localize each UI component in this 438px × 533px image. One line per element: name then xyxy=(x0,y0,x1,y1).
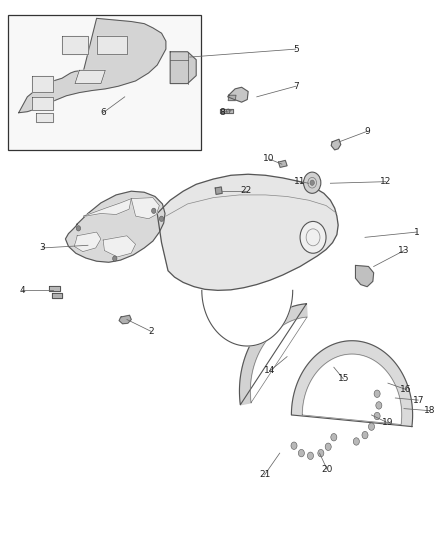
Polygon shape xyxy=(215,187,222,195)
Text: 4: 4 xyxy=(19,286,25,295)
Text: 11: 11 xyxy=(294,177,306,186)
Polygon shape xyxy=(202,290,293,346)
Polygon shape xyxy=(131,198,159,219)
Circle shape xyxy=(291,442,297,449)
Polygon shape xyxy=(240,304,307,405)
Circle shape xyxy=(325,443,331,450)
Text: 19: 19 xyxy=(382,418,394,427)
Circle shape xyxy=(113,256,117,261)
Polygon shape xyxy=(97,36,127,54)
Polygon shape xyxy=(221,109,225,114)
Circle shape xyxy=(310,180,314,185)
Polygon shape xyxy=(19,18,166,113)
Polygon shape xyxy=(103,236,136,257)
Polygon shape xyxy=(32,97,53,110)
Polygon shape xyxy=(220,109,233,113)
Circle shape xyxy=(300,221,326,253)
Text: 3: 3 xyxy=(39,244,46,253)
Circle shape xyxy=(304,172,321,193)
Circle shape xyxy=(362,431,368,439)
Polygon shape xyxy=(74,232,101,252)
Circle shape xyxy=(376,402,382,409)
Polygon shape xyxy=(53,293,62,298)
Text: 9: 9 xyxy=(364,127,370,136)
Polygon shape xyxy=(291,341,413,426)
Polygon shape xyxy=(356,265,374,287)
Polygon shape xyxy=(75,70,105,84)
Text: 22: 22 xyxy=(240,186,251,195)
Text: 10: 10 xyxy=(263,155,275,164)
Text: 21: 21 xyxy=(259,471,270,479)
Text: 6: 6 xyxy=(100,108,106,117)
Text: 5: 5 xyxy=(293,45,299,54)
Text: 13: 13 xyxy=(398,246,410,255)
Circle shape xyxy=(318,449,324,457)
Circle shape xyxy=(374,390,380,398)
Polygon shape xyxy=(49,286,60,292)
Polygon shape xyxy=(228,87,248,102)
Polygon shape xyxy=(119,316,131,324)
Polygon shape xyxy=(157,174,338,290)
Text: 8: 8 xyxy=(219,108,225,117)
Circle shape xyxy=(76,225,81,231)
Text: 12: 12 xyxy=(380,177,392,186)
Text: 7: 7 xyxy=(293,82,299,91)
Circle shape xyxy=(159,216,164,221)
Circle shape xyxy=(152,208,156,214)
Polygon shape xyxy=(226,109,230,114)
Polygon shape xyxy=(32,76,53,92)
Polygon shape xyxy=(170,52,196,84)
Text: 20: 20 xyxy=(321,465,332,473)
Polygon shape xyxy=(331,139,341,150)
Text: 15: 15 xyxy=(338,374,349,383)
Text: 17: 17 xyxy=(413,395,424,405)
Polygon shape xyxy=(228,95,236,101)
Circle shape xyxy=(353,438,359,445)
Polygon shape xyxy=(36,113,53,122)
Circle shape xyxy=(374,413,380,419)
Circle shape xyxy=(331,433,337,441)
Circle shape xyxy=(368,423,374,430)
Polygon shape xyxy=(84,199,131,216)
Circle shape xyxy=(298,449,304,457)
Text: 18: 18 xyxy=(424,406,436,415)
Text: 14: 14 xyxy=(264,367,276,375)
Circle shape xyxy=(307,452,314,459)
Polygon shape xyxy=(62,36,88,54)
Polygon shape xyxy=(65,191,165,262)
Text: 2: 2 xyxy=(148,327,154,336)
Polygon shape xyxy=(279,160,287,167)
Bar xyxy=(8,14,201,150)
Text: 16: 16 xyxy=(400,385,412,394)
Text: 1: 1 xyxy=(414,228,420,237)
